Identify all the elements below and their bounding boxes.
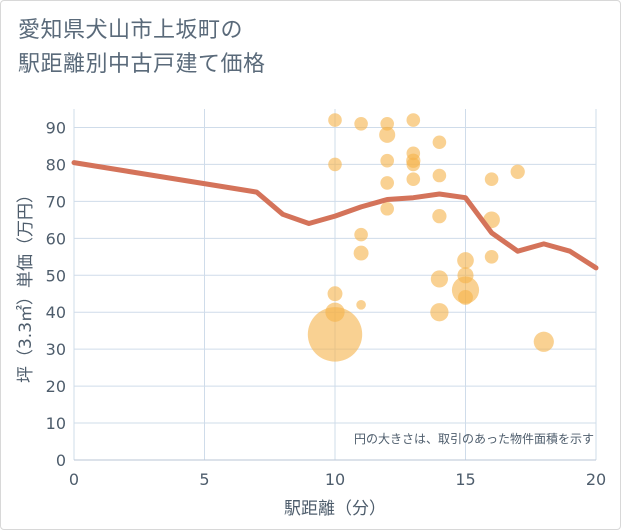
x-tick-label: 10 [325,470,345,489]
tick-labels: 0 5 10 15 20 0 10 20 30 40 50 60 70 80 90 [46,118,607,489]
data-point [510,164,525,179]
size-annotation: 円の大きさは、取引のあった物件面積を示す [354,431,594,446]
data-point [432,168,447,183]
data-point [406,113,421,127]
data-point [353,245,369,261]
y-tick-label: 80 [46,155,66,174]
data-point [380,176,395,190]
data-point [432,209,447,224]
data-point [484,249,499,264]
y-tick-label: 90 [46,118,66,137]
data-point [327,286,343,302]
data-point [325,302,345,322]
data-point [430,303,449,322]
data-point [457,252,474,269]
x-tick-label: 20 [586,470,606,489]
data-point [430,270,449,288]
y-tick-label: 30 [46,340,66,359]
x-tick-label: 15 [455,470,475,489]
data-point [307,307,363,362]
data-point [458,289,473,305]
data-point [406,146,421,161]
data-point [484,172,499,186]
x-tick-label: 0 [69,470,79,489]
data-point [406,172,421,186]
y-tick-label: 0 [56,451,66,470]
y-tick-label: 70 [46,192,66,211]
data-point [356,300,366,310]
y-tick-label: 40 [46,303,66,322]
data-point [457,267,474,284]
data-point [380,201,395,216]
data-point [328,157,342,172]
y-tick-label: 50 [46,266,66,285]
y-axis-label: 坪（3.3㎡）単価（万円） [16,186,36,383]
data-point [354,227,368,242]
data-point [354,116,368,131]
data-point [379,126,396,143]
y-tick-label: 60 [46,229,66,248]
y-tick-label: 10 [46,414,66,433]
data-point [380,153,395,168]
x-axis-label: 駅距離（分） [284,499,386,519]
data-point [406,157,421,172]
data-point [432,135,447,150]
chart-title-line-1: 愛知県犬山市上坂町の [18,18,244,43]
data-point [533,331,554,352]
chart-title: 愛知県犬山市上坂町の 駅距離別中古戸建て価格 [18,14,266,82]
trend-line-layer [71,160,599,271]
data-point [328,113,342,127]
bubble-layer [307,113,554,362]
data-point [380,116,395,131]
chart-title-line-2: 駅距離別中古戸建て価格 [18,52,266,77]
y-tick-label: 20 [46,377,66,396]
x-tick-label: 5 [199,470,209,489]
trend-line [71,160,599,271]
